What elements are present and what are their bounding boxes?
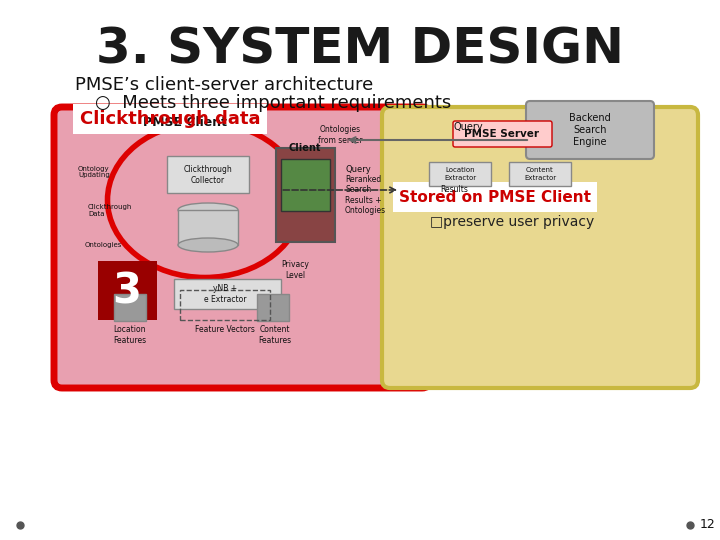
Text: Location
Features: Location Features xyxy=(114,325,147,345)
FancyBboxPatch shape xyxy=(393,182,597,212)
Text: ○  Meets three important requirements: ○ Meets three important requirements xyxy=(95,94,451,112)
Text: Ontologies: Ontologies xyxy=(85,242,122,248)
Text: 12: 12 xyxy=(700,518,716,531)
FancyBboxPatch shape xyxy=(429,162,491,186)
Text: Query: Query xyxy=(453,122,483,132)
FancyBboxPatch shape xyxy=(98,261,157,320)
Text: Content
Extractor: Content Extractor xyxy=(524,167,556,180)
Text: Clickthrough
Data: Clickthrough Data xyxy=(88,204,132,217)
Text: Ontology
Updating: Ontology Updating xyxy=(78,165,109,179)
Text: Reranked
Search
Results +
Ontologies: Reranked Search Results + Ontologies xyxy=(345,175,386,215)
Text: Clickthrough
Collector: Clickthrough Collector xyxy=(184,165,233,185)
FancyBboxPatch shape xyxy=(54,107,430,388)
Bar xyxy=(180,290,270,320)
Text: PMSE Server: PMSE Server xyxy=(464,129,539,139)
FancyBboxPatch shape xyxy=(174,279,281,309)
Text: Backend
Search
Engine: Backend Search Engine xyxy=(569,113,611,146)
Text: PMSE’s client-server architecture: PMSE’s client-server architecture xyxy=(75,76,373,94)
Text: Privacy
Level: Privacy Level xyxy=(281,260,309,280)
Text: PMSE Client: PMSE Client xyxy=(143,116,227,129)
FancyBboxPatch shape xyxy=(276,148,335,242)
Text: Ontologies
from server: Ontologies from server xyxy=(318,125,362,145)
Text: Results: Results xyxy=(440,186,468,194)
Text: Location
Extractor: Location Extractor xyxy=(444,167,476,180)
Text: 3: 3 xyxy=(112,270,142,312)
Text: yNB +
e Extractor: yNB + e Extractor xyxy=(204,284,246,303)
Text: Feature Vectors: Feature Vectors xyxy=(195,326,255,334)
FancyBboxPatch shape xyxy=(509,162,571,186)
FancyBboxPatch shape xyxy=(453,121,552,147)
Ellipse shape xyxy=(178,238,238,252)
Ellipse shape xyxy=(178,203,238,217)
Text: Content
Features: Content Features xyxy=(258,325,292,345)
Text: Clickthrough data: Clickthrough data xyxy=(80,110,260,128)
FancyBboxPatch shape xyxy=(526,101,654,159)
FancyBboxPatch shape xyxy=(257,294,289,321)
Text: Stored on PMSE Client: Stored on PMSE Client xyxy=(399,190,591,205)
Bar xyxy=(178,210,238,245)
FancyBboxPatch shape xyxy=(382,107,698,388)
Text: 3. SYSTEM DESIGN: 3. SYSTEM DESIGN xyxy=(96,26,624,74)
Text: Query: Query xyxy=(345,165,371,174)
Text: Client: Client xyxy=(289,143,321,153)
FancyBboxPatch shape xyxy=(281,159,330,211)
Text: □preserve user privacy: □preserve user privacy xyxy=(430,215,594,229)
FancyBboxPatch shape xyxy=(73,104,267,134)
FancyBboxPatch shape xyxy=(114,294,146,321)
FancyBboxPatch shape xyxy=(167,156,249,193)
